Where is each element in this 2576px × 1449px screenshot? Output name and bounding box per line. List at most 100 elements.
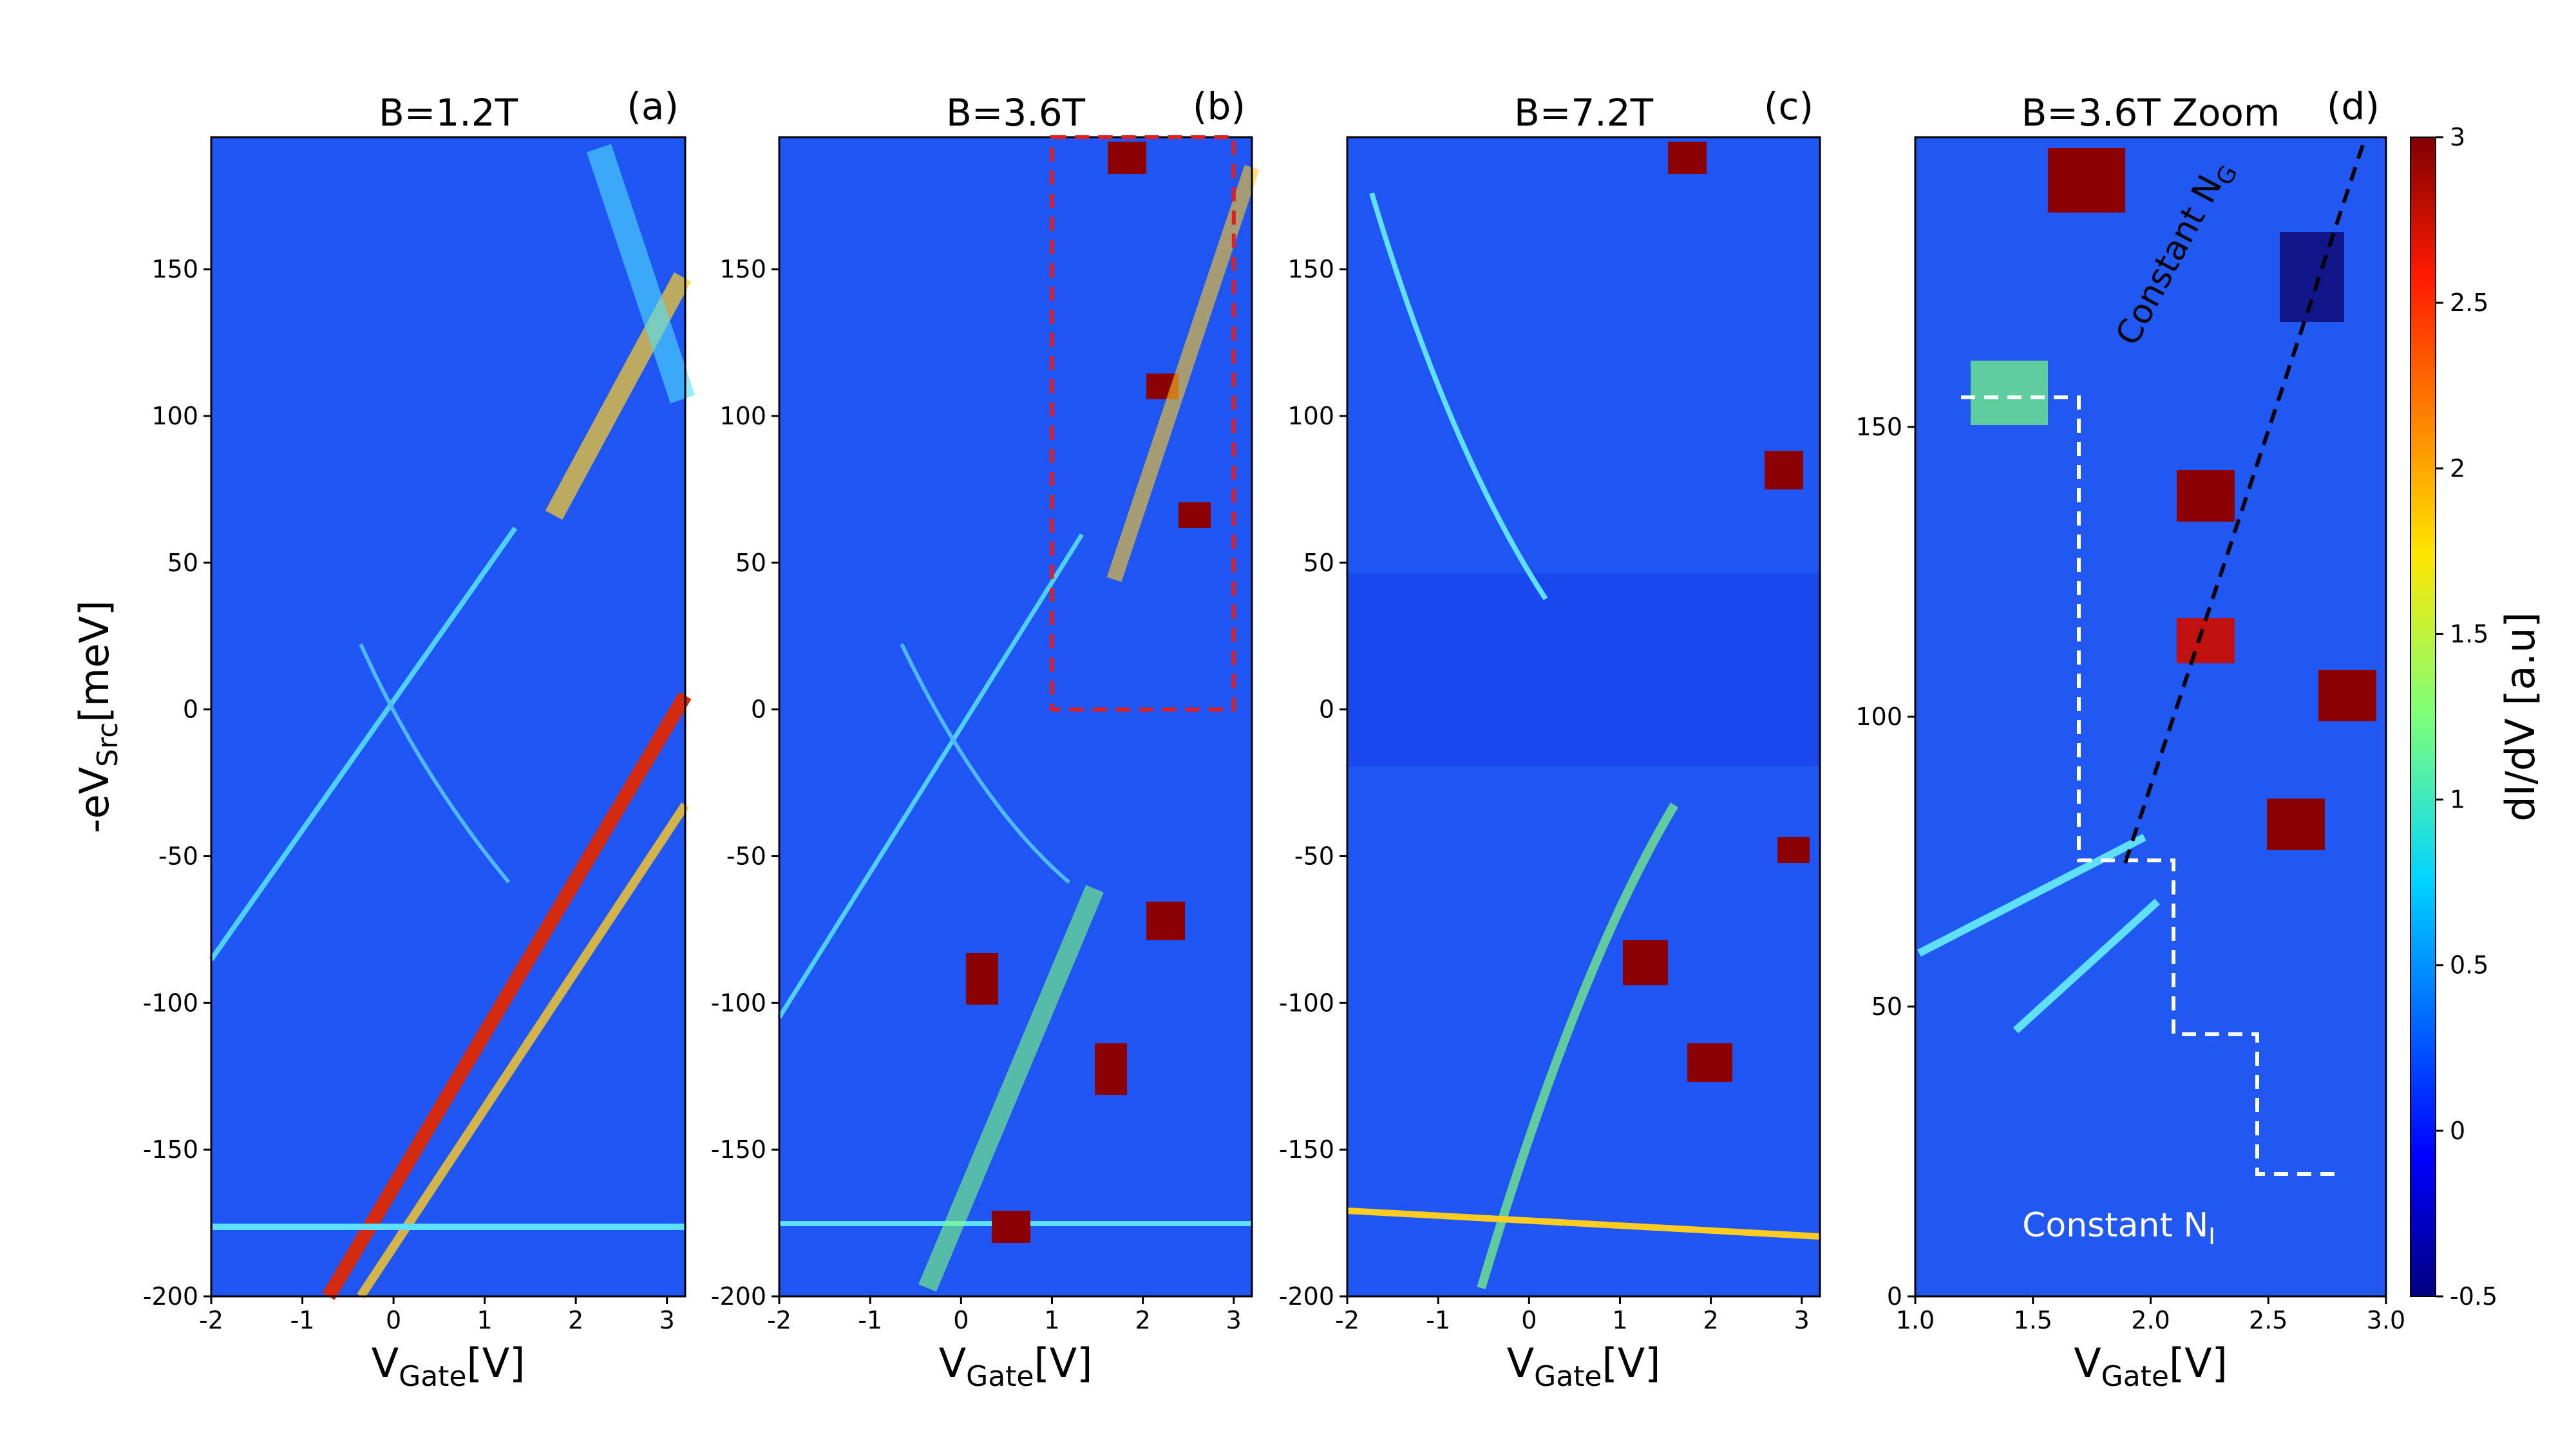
label-rest: [meV]	[71, 600, 118, 722]
y-tick-label: 50	[167, 549, 198, 577]
x-tick-label: 1	[1612, 1306, 1627, 1334]
label-main: V	[372, 1340, 399, 1387]
x-tick-label: 3	[1794, 1306, 1810, 1334]
panel-title: B=3.6T Zoom	[2022, 91, 2280, 135]
y-tick-label: 50	[735, 549, 766, 577]
y-tick-label: 100	[1855, 703, 1902, 731]
x-tick-label: 2	[568, 1306, 583, 1334]
axis-label: VGate[V]	[1507, 1340, 1661, 1393]
colorbar-tick-label: 0	[2450, 1117, 2465, 1145]
annotation-sub: I	[2208, 1224, 2215, 1250]
y-tick-label: -50	[158, 842, 198, 870]
label-sub: Src	[91, 723, 124, 767]
colorbar-gradient	[2410, 137, 2436, 1296]
label-rest: [V]	[467, 1340, 526, 1387]
colorbar-tick-label: 0.5	[2450, 951, 2488, 980]
annotation: Constant NI	[2022, 1206, 2215, 1250]
y-tick-label: 0	[183, 696, 198, 724]
x-tick-label: 2	[1135, 1306, 1151, 1334]
y-tick-label: -200	[711, 1282, 766, 1311]
y-tick-label: -50	[1294, 842, 1334, 870]
label-sub: Gate	[966, 1360, 1034, 1393]
label-sub: Gate	[399, 1360, 466, 1393]
y-tick-label: -200	[143, 1282, 198, 1311]
axis-label: -eVSrc[meV]	[71, 600, 124, 833]
label-rest: [V]	[2169, 1340, 2228, 1387]
y-tick-label: 150	[1855, 413, 1902, 441]
colorbar-label: dI/dV [a.u]	[2497, 612, 2544, 821]
x-tick-label: 2	[1703, 1306, 1719, 1334]
y-tick-label: 100	[1287, 402, 1334, 430]
label-main: V	[2074, 1340, 2101, 1387]
plot-frame	[778, 136, 1253, 1298]
y-tick-label: -150	[143, 1135, 198, 1164]
panel-title: B=7.2T	[1514, 91, 1654, 135]
y-tick-label: 150	[719, 255, 766, 283]
axis-label: VGate[V]	[372, 1340, 526, 1393]
y-tick-label: 0	[751, 696, 766, 724]
panel-title: B=1.2T	[379, 91, 518, 135]
axis-label: VGate[V]	[939, 1340, 1093, 1393]
y-tick-label: 0	[1319, 696, 1334, 724]
x-tick-label: 1.5	[2014, 1306, 2052, 1334]
y-tick-label: -100	[1279, 989, 1334, 1017]
label-main: -eV	[71, 767, 118, 833]
x-tick-label: -2	[767, 1306, 791, 1334]
colorbar-tick-label: -0.5	[2450, 1282, 2497, 1311]
x-tick-label: 1	[477, 1306, 493, 1334]
y-tick-label: -100	[143, 989, 198, 1017]
label-sub: Gate	[1534, 1360, 1602, 1393]
plot-frame	[210, 136, 687, 1298]
y-tick-label: 50	[1303, 549, 1334, 577]
x-tick-label: 2.0	[2131, 1306, 2170, 1334]
colorbar-tick-label: 2	[2450, 454, 2465, 482]
y-tick-label: 150	[1287, 255, 1334, 283]
x-tick-label: 3	[1226, 1306, 1242, 1334]
x-tick-label: 0	[386, 1306, 401, 1334]
x-tick-label: 1.0	[1896, 1306, 1935, 1334]
y-tick-label: 0	[1887, 1282, 1902, 1311]
x-tick-label: 2.5	[2249, 1306, 2287, 1334]
y-tick-label: 150	[151, 255, 198, 283]
x-tick-label: -1	[858, 1306, 882, 1334]
x-tick-label: 0	[953, 1306, 969, 1334]
x-tick-label: -1	[1426, 1306, 1450, 1334]
panel-label: (a)	[627, 84, 679, 128]
panel-title: B=3.6T	[946, 91, 1086, 135]
label-main: V	[1507, 1340, 1534, 1387]
zoom-guides	[1961, 142, 2365, 1176]
axis-label: VGate[V]	[2074, 1340, 2228, 1393]
label-main: V	[939, 1340, 966, 1387]
heatmap-image	[209, 137, 2386, 1300]
panel-label: (c)	[1764, 84, 1814, 128]
colorbar-tick-label: 1	[2450, 786, 2465, 814]
colorbar-tick-label: 1.5	[2450, 620, 2488, 648]
y-tick-label: 100	[719, 402, 766, 430]
x-tick-label: -2	[1335, 1306, 1359, 1334]
colorbar-tick-label: 2.5	[2450, 289, 2488, 317]
x-tick-label: -2	[199, 1306, 223, 1334]
x-tick-label: -1	[290, 1306, 315, 1334]
x-tick-label: 3	[659, 1306, 675, 1334]
label-rest: [V]	[1034, 1340, 1093, 1387]
plot-frame	[1346, 136, 1821, 1298]
y-tick-label: 50	[1871, 992, 1902, 1021]
x-tick-label: 1	[1044, 1306, 1059, 1334]
colorbar-tick-label: 3	[2450, 123, 2465, 151]
x-tick-label: 3.0	[2367, 1306, 2405, 1334]
panel-label: (d)	[2327, 84, 2380, 128]
y-tick-label: -150	[711, 1135, 766, 1164]
label-sub: Gate	[2101, 1360, 2169, 1393]
y-tick-label: -150	[1279, 1135, 1334, 1164]
colorbar-frame	[2410, 137, 2436, 1297]
x-tick-label: 0	[1521, 1306, 1537, 1334]
y-tick-label: 100	[151, 402, 198, 430]
y-tick-label: -200	[1279, 1282, 1334, 1311]
annotation-text: Constant N	[2022, 1206, 2208, 1245]
panel-label: (b)	[1193, 84, 1245, 128]
y-tick-label: -100	[711, 989, 766, 1017]
y-tick-label: -50	[726, 842, 766, 870]
label-rest: [V]	[1602, 1340, 1661, 1387]
zoom-box	[1050, 135, 1236, 712]
